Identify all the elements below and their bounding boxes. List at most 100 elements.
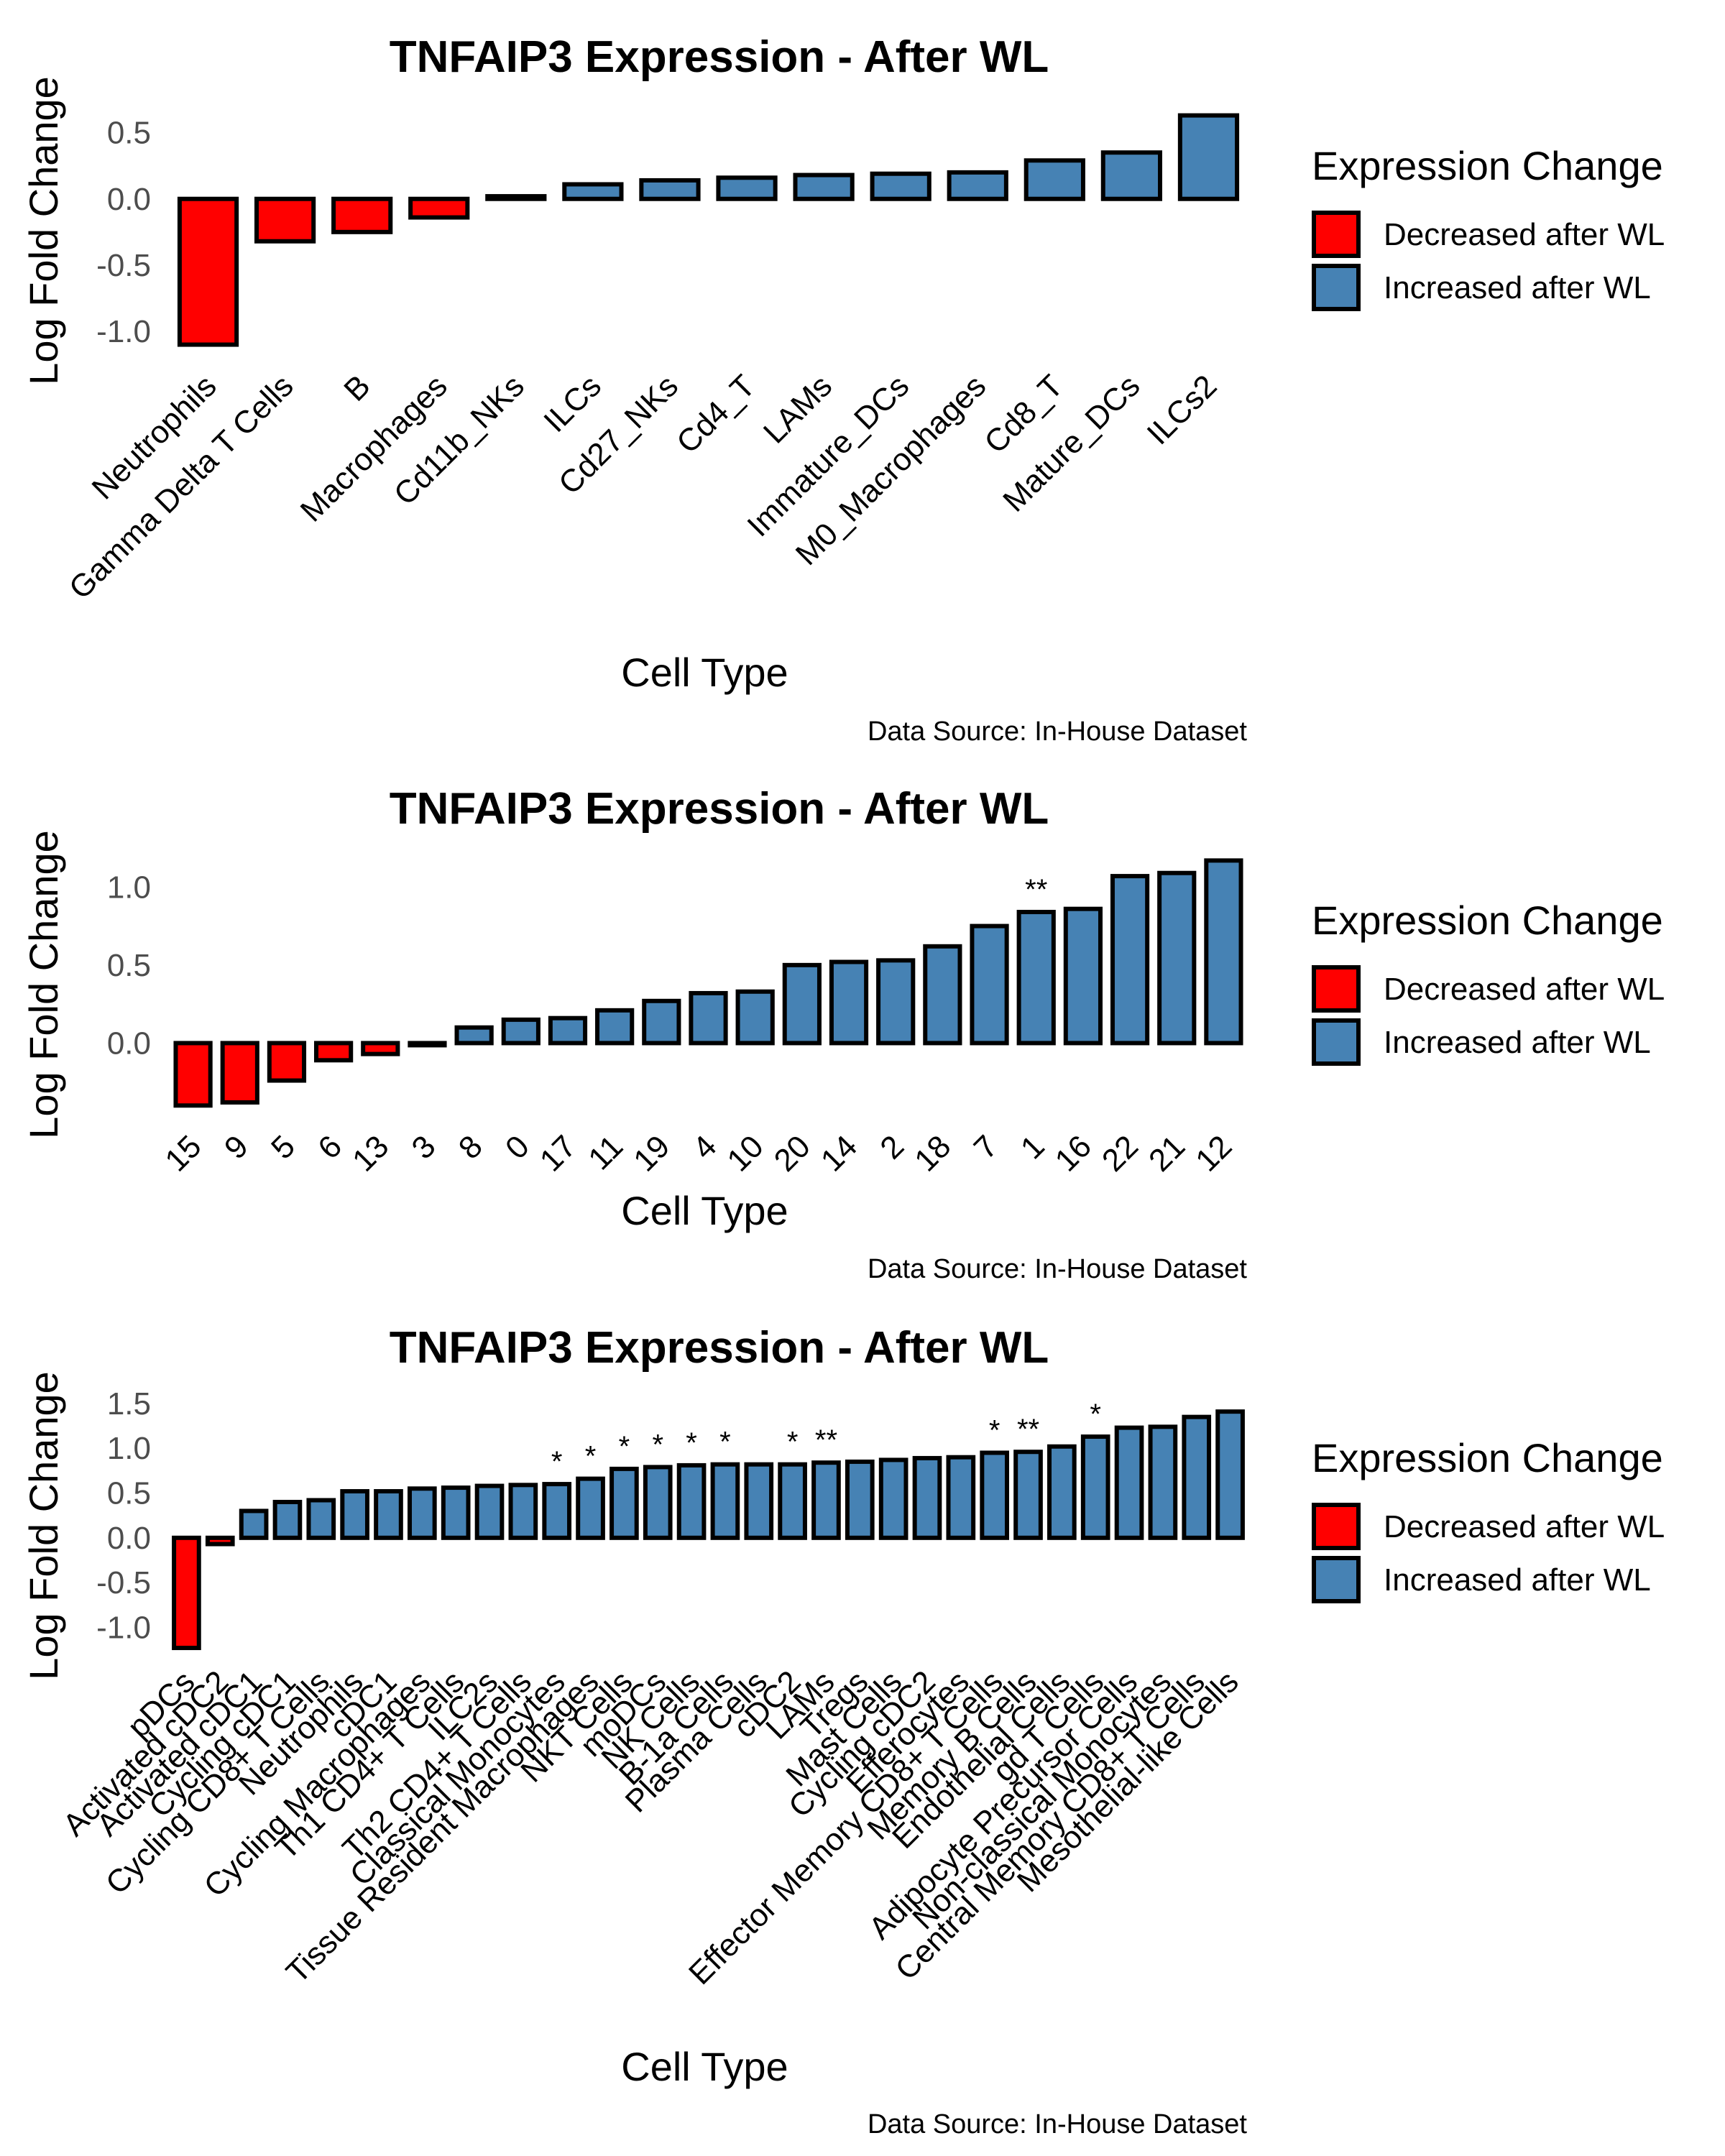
chart-title: TNFAIP3 Expression - After WL: [390, 32, 1049, 82]
bar: [1100, 150, 1163, 201]
x-tick-label: 13: [346, 1128, 395, 1178]
x-tick-label: 21: [1142, 1128, 1192, 1178]
y-tick-label: 0.5: [107, 116, 151, 151]
bar: [912, 1455, 942, 1540]
significance-label: *: [719, 1427, 731, 1458]
x-tick-label: 3: [405, 1128, 443, 1166]
y-tick-label: -1.0: [96, 1610, 151, 1645]
x-tick-label: 20: [768, 1128, 817, 1178]
x-tick-label: 5: [264, 1128, 302, 1166]
bar: [1148, 1424, 1178, 1540]
bar: [1110, 874, 1150, 1046]
chart-title: TNFAIP3 Expression - After WL: [390, 1323, 1049, 1373]
x-tick-label: 10: [720, 1128, 770, 1178]
legend-swatch-increased: [1312, 1018, 1361, 1066]
bar: [744, 1462, 774, 1540]
chart-panel-3: TNFAIP3 Expression - After WL 1.5 1.0 0.5 0.…: [21, 1323, 1665, 2139]
bar: [1080, 1434, 1110, 1540]
legend-label: Decreased after WL: [1384, 1509, 1665, 1544]
significance-label: *: [1090, 1399, 1101, 1430]
bar: [239, 1508, 269, 1540]
bar: [1114, 1425, 1144, 1540]
bar: [793, 172, 855, 201]
bar: [1063, 906, 1103, 1046]
bar: [1182, 1414, 1212, 1540]
bar: [485, 194, 547, 201]
legend-title: Expression Change: [1312, 143, 1663, 188]
bar: [811, 1460, 841, 1540]
bar: [870, 171, 932, 201]
bar: [778, 1462, 807, 1540]
bar: [548, 1015, 588, 1046]
bar: [454, 1025, 494, 1046]
legend-label: Decreased after WL: [1384, 972, 1665, 1007]
significance-label: *: [652, 1429, 663, 1460]
x-tick-label: 15: [158, 1128, 208, 1178]
bar: [970, 923, 1009, 1046]
y-axis-title: Log Fold Change: [21, 830, 66, 1139]
chart-title: TNFAIP3 Expression - After WL: [390, 784, 1049, 834]
x-axis-title: Cell Type: [621, 650, 788, 695]
bar: [923, 944, 962, 1046]
y-axis-title: Log Fold Change: [21, 76, 66, 385]
bar: [542, 1482, 572, 1540]
y-tick-label: -1.0: [96, 314, 151, 349]
significance-label: *: [619, 1431, 630, 1462]
bar: [676, 1462, 707, 1540]
bar: [374, 1489, 403, 1540]
chart-caption: Data Source: In-House Dataset: [868, 2109, 1247, 2139]
x-axis-title: Cell Type: [621, 2044, 788, 2089]
bar: [946, 1455, 976, 1540]
x-tick-label: 14: [814, 1128, 864, 1178]
x-tick-label: 22: [1095, 1128, 1145, 1178]
significance-label: *: [787, 1427, 799, 1458]
bar: [1204, 858, 1243, 1046]
bar: [639, 178, 701, 201]
bar: [876, 958, 916, 1046]
y-tick-label: 1.0: [107, 870, 151, 905]
bar: [642, 998, 681, 1046]
x-tick-label: 12: [1189, 1128, 1238, 1178]
bar: [1177, 113, 1240, 201]
legend-title: Expression Change: [1312, 898, 1663, 943]
bar: [220, 1041, 259, 1105]
bar: [177, 196, 239, 347]
y-tick-label: 0.0: [107, 182, 151, 217]
bar: [562, 182, 624, 201]
x-tick-label: 11: [581, 1128, 630, 1176]
bar: [1016, 910, 1056, 1046]
x-tick-label: ILCs: [537, 368, 608, 439]
x-tick-label: 8: [452, 1128, 489, 1166]
legend: Expression Change Decreased after WL Incre…: [1312, 143, 1665, 311]
y-axis-title: Log Fold Change: [21, 1371, 66, 1680]
bar: [408, 1041, 447, 1048]
bar: [501, 1017, 540, 1046]
bar: [172, 1535, 201, 1651]
x-tick-label: 17: [533, 1128, 583, 1178]
bar: [595, 1008, 635, 1046]
x-axis-title: Cell Type: [621, 1188, 788, 1233]
x-tick-label: ILCs2: [1141, 368, 1224, 451]
bar: [576, 1476, 605, 1540]
significance-label: *: [989, 1414, 1000, 1446]
bar: [782, 962, 822, 1046]
x-tick-label: 19: [627, 1128, 676, 1178]
legend-swatch-decreased: [1312, 211, 1361, 258]
y-tick-label: 0.5: [107, 948, 151, 983]
bar: [1047, 1444, 1077, 1540]
bar: [1024, 158, 1085, 201]
x-tick-label: 7: [967, 1128, 1005, 1166]
bar: [1013, 1450, 1043, 1540]
bar: [735, 989, 775, 1046]
bar: [689, 990, 728, 1046]
bar: [474, 1483, 505, 1540]
bar: [340, 1489, 369, 1540]
legend-label: Increased after WL: [1384, 270, 1651, 305]
legend-label: Increased after WL: [1384, 1562, 1651, 1598]
bar: [508, 1483, 538, 1540]
legend-swatch-decreased: [1312, 1503, 1361, 1550]
bar: [878, 1457, 908, 1540]
significance-label: **: [1025, 874, 1047, 906]
legend: Expression Change Decreased after WL Incre…: [1312, 898, 1665, 1066]
